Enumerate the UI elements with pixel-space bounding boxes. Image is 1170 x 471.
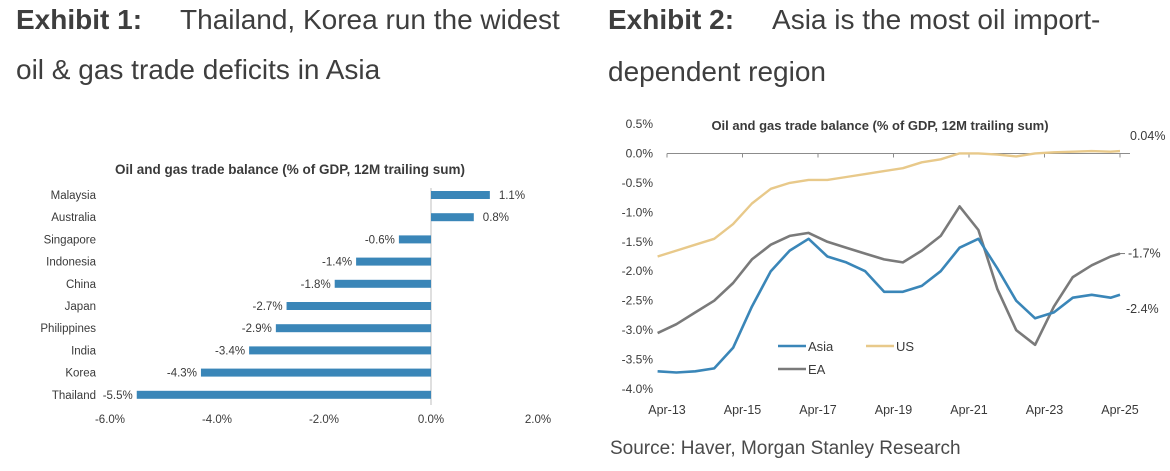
- line-x-tick-label: Apr-17: [799, 403, 837, 417]
- bar: [136, 390, 431, 399]
- bar-category-label: Thailand: [52, 390, 96, 402]
- line-y-tick-label: -4.0%: [622, 382, 654, 396]
- bar: [398, 235, 431, 244]
- line-y-tick-label: -3.5%: [622, 353, 654, 367]
- line-x-tick-label: Apr-25: [1101, 403, 1139, 417]
- line-chart: 0.5% 0.0% -0.5% -1.0% -1.5% -2.0% -2.5% -3.0% -3…: [622, 117, 1166, 417]
- exhibit1-heading: Exhibit 1: Thailand, Korea run the widest: [16, 2, 560, 38]
- exhibit1-title-line2: oil & gas trade deficits in Asia: [16, 54, 381, 85]
- line-y-tick-label: -0.5%: [622, 176, 654, 190]
- bar-value-label: -2.9%: [242, 323, 272, 335]
- bar: [286, 302, 431, 310]
- bar-value-label: -0.6%: [365, 234, 395, 246]
- bar: [431, 191, 490, 199]
- bar-x-tick-label: -2.0%: [309, 414, 339, 426]
- exhibit2-heading: Exhibit 2: Asia is the most oil import-: [608, 2, 1100, 38]
- asia-series-line: [657, 237, 1121, 374]
- bar-value-label: -3.4%: [215, 345, 245, 357]
- bar: [275, 324, 431, 333]
- bar: [431, 213, 474, 222]
- bar: [249, 346, 431, 355]
- exhibit2-label: Exhibit 2:: [608, 4, 735, 35]
- bar-x-tick-label: -6.0%: [95, 414, 125, 426]
- line-chart-title: Oil and gas trade balance (% of GDP, 12M…: [711, 118, 1048, 133]
- bar-category-label: Australia: [51, 212, 96, 224]
- exhibit1-label: Exhibit 1:: [16, 4, 143, 35]
- bar-category-label: Malaysia: [51, 190, 97, 202]
- bar: [334, 279, 431, 288]
- us-series-line: [657, 149, 1121, 258]
- exhibit1-title-line1: Thailand, Korea run the widest: [180, 4, 560, 35]
- legend-ea-label: EA: [808, 362, 826, 377]
- bar-category-label: Japan: [65, 301, 96, 313]
- legend-us-label: US: [896, 339, 914, 354]
- bar-value-label: -2.7%: [253, 301, 283, 313]
- bar-category-label: China: [66, 279, 97, 291]
- ea-series-line: [657, 205, 1121, 347]
- bar-x-tick-label: 0.0%: [418, 414, 444, 426]
- asia-end-label: -2.4%: [1126, 302, 1159, 316]
- line-x-tick-label: Apr-13: [648, 403, 686, 417]
- line-x-tick-label: Apr-15: [724, 403, 762, 417]
- bar-value-label: 0.8%: [483, 212, 509, 224]
- line-y-tick-label: 0.5%: [626, 117, 654, 131]
- bar: [200, 368, 431, 377]
- bar-chart-title: Oil and gas trade balance (% of GDP, 12M…: [115, 162, 465, 177]
- line-x-tick-label: Apr-21: [950, 403, 988, 417]
- exhibit2-title-line1: Asia is the most oil import-: [772, 4, 1101, 35]
- line-x-tick-label: Apr-23: [1026, 403, 1064, 417]
- bar-value-label: 1.1%: [499, 190, 525, 202]
- bar-category-label: Philippines: [40, 323, 96, 335]
- bar-x-tick-label: 2.0%: [525, 414, 551, 426]
- line-y-tick-label: -2.5%: [622, 294, 654, 308]
- bar: [356, 257, 431, 266]
- bar-value-label: -5.5%: [103, 390, 133, 402]
- bar-value-label: -4.3%: [167, 368, 197, 380]
- ea-end-label: -1.7%: [1128, 247, 1161, 261]
- bar-category-label: Korea: [65, 368, 96, 380]
- bar-category-label: Indonesia: [46, 257, 96, 269]
- source-note: Source: Haver, Morgan Stanley Research: [610, 438, 961, 459]
- legend-asia-label: Asia: [808, 339, 834, 354]
- bar-chart: Oil and gas trade balance (% of GDP, 12M…: [40, 162, 551, 426]
- bar-category-label: India: [71, 345, 97, 357]
- bar-value-label: -1.4%: [322, 257, 352, 269]
- bar-category-label: Singapore: [44, 234, 96, 246]
- bar-x-tick-label: -4.0%: [202, 414, 232, 426]
- line-y-tick-label: -3.0%: [622, 323, 654, 337]
- bar-value-label: -1.8%: [301, 279, 331, 291]
- exhibit2-title-line2: dependent region: [608, 56, 826, 87]
- line-y-tick-label: -1.5%: [622, 235, 654, 249]
- line-y-tick-label: 0.0%: [626, 146, 654, 160]
- line-y-tick-label: -2.0%: [622, 264, 654, 278]
- us-end-label: 0.04%: [1130, 129, 1165, 143]
- line-y-tick-label: -1.0%: [622, 205, 654, 219]
- line-x-tick-label: Apr-19: [875, 403, 913, 417]
